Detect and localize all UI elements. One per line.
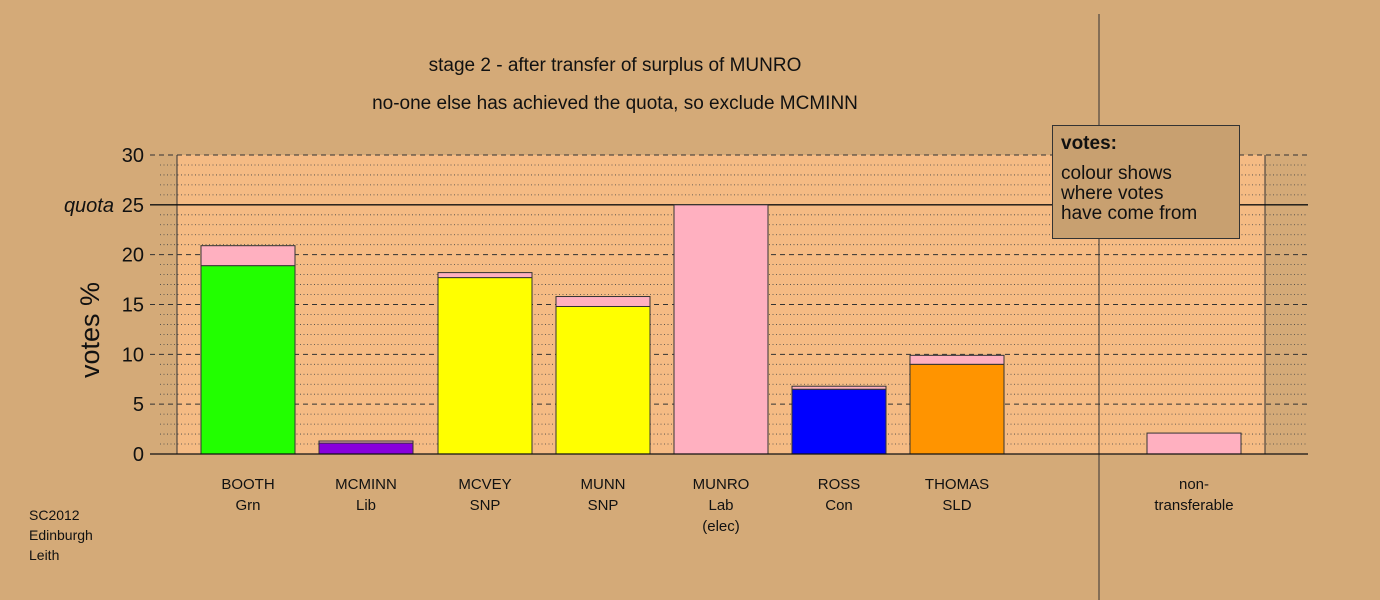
credit-line: SC2012 xyxy=(29,507,80,523)
x-tick-label: MCVEY xyxy=(458,476,511,493)
x-tick-label: MUNN xyxy=(581,476,626,493)
bar-segment xyxy=(555,296,651,307)
x-tick-label: MCMINN xyxy=(335,476,397,493)
y-tick-label: 5 xyxy=(133,394,144,416)
bar-segment xyxy=(318,442,414,455)
legend-title: votes: xyxy=(1061,133,1117,154)
x-tick-label: Lib xyxy=(356,497,376,514)
x-tick-label: SLD xyxy=(942,497,971,514)
bar-segment xyxy=(1146,432,1242,455)
credit-block: SC2012 Edinburgh Leith xyxy=(29,505,93,565)
credit-line: Edinburgh xyxy=(29,527,93,543)
bar-segment xyxy=(909,354,1005,365)
x-tick-label: non- xyxy=(1179,476,1209,493)
x-tick-label: BOOTH xyxy=(221,476,274,493)
x-tick-label: Con xyxy=(825,497,853,514)
x-tick-label: ROSS xyxy=(818,476,861,493)
bar-segment xyxy=(673,204,769,455)
y-tick-label: 15 xyxy=(122,295,144,317)
bar-segment xyxy=(909,363,1005,455)
y-tick-label: 0 xyxy=(133,444,144,466)
y-axis-label: votes % xyxy=(75,282,105,378)
bar-segment xyxy=(318,440,414,444)
x-tick-label: Grn xyxy=(235,497,260,514)
bar-segment xyxy=(437,272,533,279)
legend-line: have come from xyxy=(1061,203,1198,224)
x-tick-label: SNP xyxy=(588,497,619,514)
x-tick-label: (elec) xyxy=(702,518,740,535)
y-tick-label: 25 xyxy=(122,195,144,217)
legend: votes: colour shows where votes have com… xyxy=(1052,125,1240,239)
y-tick-label: 20 xyxy=(122,245,144,267)
quota-label: quota xyxy=(64,195,114,217)
x-tick-label: THOMAS xyxy=(925,476,989,493)
x-tick-label: SNP xyxy=(470,497,501,514)
x-tick-label: transferable xyxy=(1154,497,1233,514)
legend-line: colour shows xyxy=(1061,163,1172,184)
y-tick-label: 10 xyxy=(122,344,144,366)
chart-title: stage 2 - after transfer of surplus of M… xyxy=(428,55,802,76)
legend-line: where votes xyxy=(1061,183,1164,204)
bar-segment xyxy=(555,305,651,455)
bar-segment xyxy=(437,277,533,455)
x-tick-label: Lab xyxy=(708,497,733,514)
bar-segment xyxy=(791,388,887,455)
y-tick-label: 30 xyxy=(122,145,144,167)
bar-segment xyxy=(791,385,887,390)
bar-segment xyxy=(200,265,296,455)
credit-line: Leith xyxy=(29,547,60,563)
legend-text: colour shows where votes have come from xyxy=(1061,164,1231,224)
chart-subtitle: no-one else has achieved the quota, so e… xyxy=(372,93,858,114)
bar-segment xyxy=(200,245,296,267)
x-tick-label: MUNRO xyxy=(693,476,750,493)
